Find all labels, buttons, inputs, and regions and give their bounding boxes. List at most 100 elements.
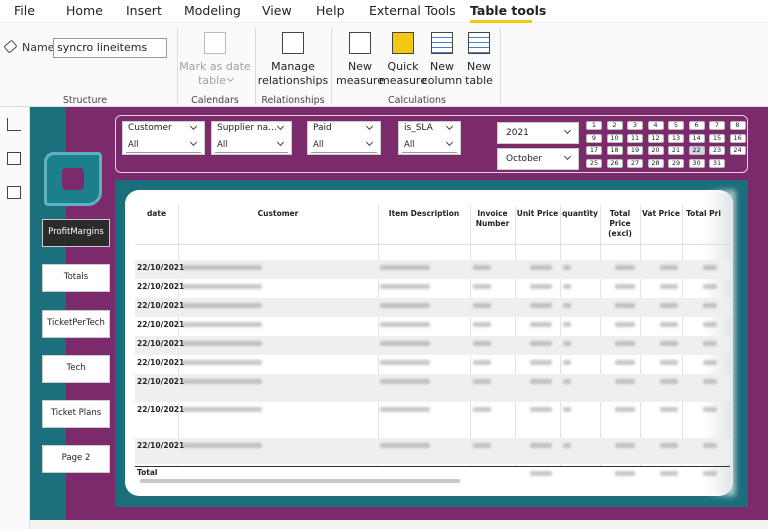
menu-tab[interactable]: File <box>14 3 35 18</box>
day-label[interactable]: 5 <box>673 121 679 129</box>
day-label[interactable]: 31 <box>712 158 722 167</box>
nav-button-label[interactable]: Totals <box>63 272 89 282</box>
day-label[interactable]: 21 <box>671 146 681 154</box>
column-header[interactable]: Total Pri <box>686 209 721 218</box>
day-label[interactable]: 24 <box>733 146 742 154</box>
day-button[interactable] <box>606 146 623 155</box>
nav-button[interactable] <box>42 445 110 473</box>
button-label[interactable]: Manage <box>271 60 315 73</box>
column-header[interactable]: Item Description <box>388 209 460 218</box>
day-button[interactable] <box>688 158 705 168</box>
day-button[interactable] <box>709 146 725 155</box>
column-header[interactable]: Total Price (excl) <box>608 209 632 238</box>
day-button[interactable] <box>729 121 746 130</box>
view-icon[interactable] <box>7 186 21 199</box>
day-button[interactable] <box>668 158 684 168</box>
day-button[interactable] <box>709 158 725 168</box>
view-icon[interactable] <box>7 118 21 131</box>
day-button[interactable] <box>709 121 725 130</box>
day-button[interactable] <box>668 121 684 130</box>
day-button[interactable] <box>606 133 623 143</box>
button-label[interactable]: Quick <box>387 60 419 73</box>
day-button[interactable] <box>668 133 684 143</box>
menu-tab[interactable]: Modeling <box>184 3 241 18</box>
day-button[interactable] <box>627 121 643 130</box>
day-label[interactable]: 28 <box>651 158 660 167</box>
button-icon[interactable] <box>392 32 414 54</box>
day-label[interactable]: 10 <box>610 133 619 142</box>
menu-tab[interactable]: View <box>262 3 292 18</box>
day-button[interactable] <box>647 158 664 168</box>
menu-tab[interactable]: Insert <box>126 3 162 18</box>
column-header[interactable]: date <box>146 209 167 218</box>
day-label[interactable]: 17 <box>589 146 599 154</box>
button-icon[interactable] <box>282 32 304 54</box>
nav-button-label[interactable]: Tech <box>66 363 86 373</box>
day-button[interactable] <box>586 158 602 168</box>
day-button[interactable] <box>647 121 664 130</box>
day-label[interactable]: 23 <box>712 146 722 154</box>
button-icon[interactable] <box>468 32 490 54</box>
menu-tab[interactable]: External Tools <box>369 3 456 18</box>
day-button[interactable] <box>668 146 684 155</box>
day-label[interactable]: 6 <box>694 121 699 129</box>
slicer-value[interactable]: All <box>128 140 139 150</box>
day-button[interactable] <box>647 133 664 143</box>
slicer[interactable] <box>398 121 461 155</box>
button-label[interactable]: column <box>421 74 463 87</box>
day-button[interactable] <box>729 133 746 143</box>
nav-button-label[interactable]: Ticket Plans <box>50 408 102 418</box>
day-button[interactable] <box>586 146 602 155</box>
nav-button-label[interactable]: TicketPerTech <box>47 318 105 328</box>
day-label[interactable]: 26 <box>610 158 619 167</box>
day-button[interactable] <box>729 146 746 155</box>
day-label[interactable]: 30 <box>692 158 701 167</box>
menu-tab[interactable]: Help <box>316 3 345 18</box>
button-label[interactable]: measure <box>379 74 427 87</box>
dropdown[interactable] <box>497 122 579 144</box>
menu-tab[interactable]: Home <box>66 3 103 18</box>
day-label[interactable]: 11 <box>630 133 640 142</box>
nav-button-label[interactable]: ProfitMargins <box>48 227 104 237</box>
column-header[interactable]: Vat Price <box>642 209 680 218</box>
nav-button-label[interactable]: Page 2 <box>61 453 91 463</box>
day-label[interactable]: 3 <box>632 121 638 129</box>
slicer[interactable] <box>122 121 205 155</box>
name-value[interactable]: syncro lineitems <box>57 41 148 54</box>
day-button[interactable] <box>709 133 725 143</box>
day-button[interactable] <box>627 133 643 143</box>
slicer-value[interactable]: All <box>404 140 415 150</box>
button-label[interactable]: relationships <box>257 74 329 87</box>
button-label[interactable]: New <box>348 60 372 73</box>
button-label[interactable]: New <box>430 60 454 73</box>
day-label[interactable]: 15 <box>712 133 722 142</box>
day-label[interactable]: 25 <box>589 158 599 167</box>
day-button[interactable] <box>606 121 623 130</box>
nav-button[interactable] <box>42 310 110 338</box>
day-label[interactable]: 20 <box>651 146 660 154</box>
nav-button[interactable] <box>42 264 110 292</box>
day-label[interactable]: 2 <box>612 121 617 129</box>
button-label[interactable]: measure <box>336 74 384 87</box>
slicer-value[interactable]: All <box>313 140 324 150</box>
day-button[interactable] <box>586 121 602 130</box>
view-icon[interactable] <box>7 152 21 165</box>
day-label[interactable]: 9 <box>591 133 597 142</box>
nav-button[interactable] <box>42 400 110 428</box>
day-label[interactable]: 7 <box>714 121 720 129</box>
dropdown-value[interactable]: October <box>506 154 543 164</box>
day-button[interactable] <box>627 146 643 155</box>
day-button[interactable] <box>647 146 664 155</box>
day-label[interactable]: 8 <box>735 121 740 129</box>
nav-button[interactable] <box>42 219 110 247</box>
day-label[interactable]: 27 <box>630 158 640 167</box>
day-button[interactable] <box>606 158 623 168</box>
day-label[interactable]: 1 <box>591 121 597 129</box>
column-header[interactable]: Unit Price <box>516 209 559 218</box>
nav-button[interactable] <box>42 355 110 383</box>
day-label[interactable]: 14 <box>692 133 701 142</box>
day-button[interactable] <box>586 133 602 143</box>
button-label[interactable]: table <box>465 74 493 87</box>
dropdown[interactable] <box>497 148 579 170</box>
day-label[interactable]: 16 <box>733 133 742 142</box>
